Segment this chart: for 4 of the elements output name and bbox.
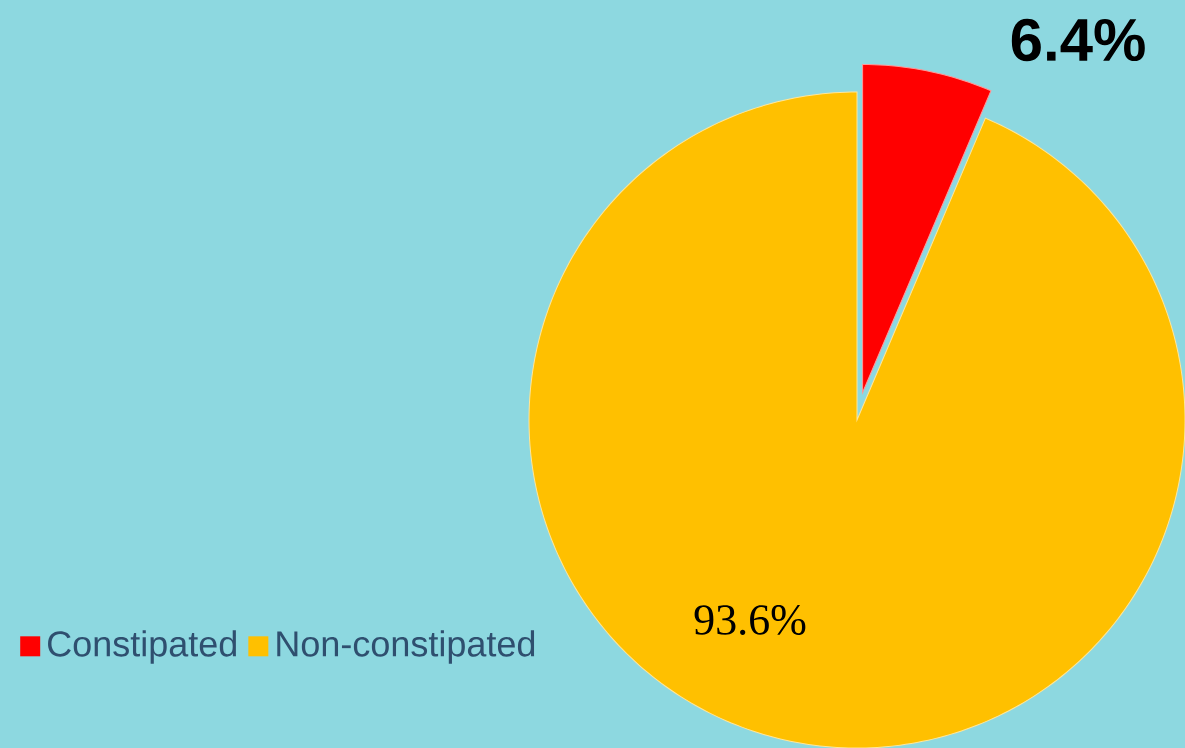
legend-label: Non-constipated: [277, 630, 535, 664]
data-label: 6.4%: [1011, 18, 1145, 62]
legend-label: Constipated: [48, 630, 236, 664]
data-label: 93.6%: [694, 605, 806, 635]
